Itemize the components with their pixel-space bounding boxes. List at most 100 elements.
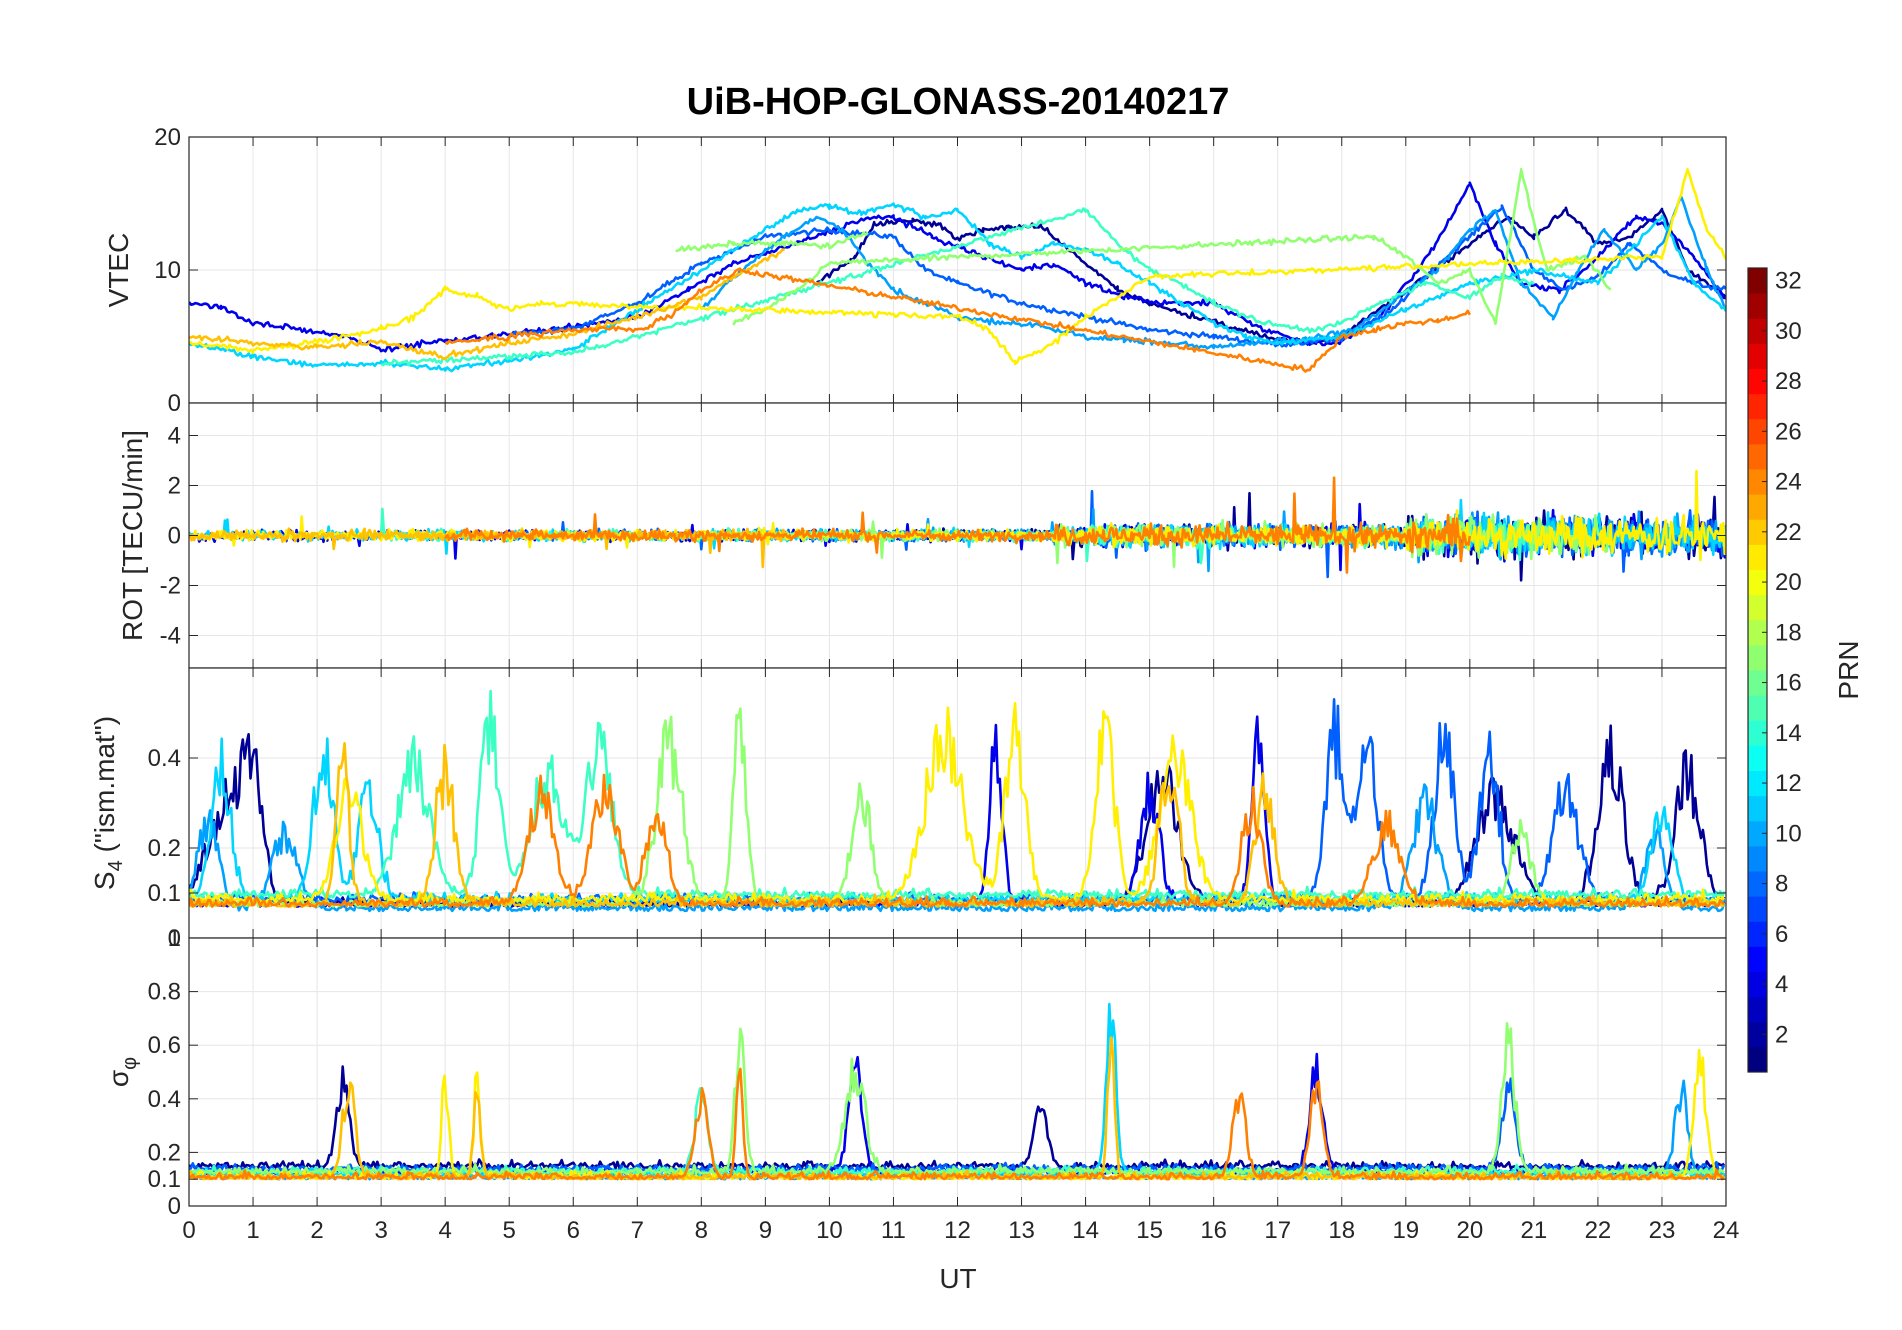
x-axis-label: UT [939, 1263, 976, 1294]
series-group-vtec [189, 168, 1726, 373]
colorbar-segment [1748, 519, 1767, 545]
x-tick-label: 20 [1456, 1217, 1483, 1244]
y-axis-label-s4: S4 ("ism.mat") [89, 716, 127, 890]
colorbar-tick-label: 4 [1775, 971, 1788, 998]
y-tick-label-s4: 0.2 [148, 835, 181, 862]
x-tick-label: 16 [1200, 1217, 1227, 1244]
y-tick-label-s4: 0 [168, 925, 181, 952]
colorbar-segment [1748, 820, 1767, 847]
panel-vtec: 0 10 20 VTEC [103, 124, 1727, 417]
y-tick-label-s4: 0.1 [148, 880, 181, 907]
colorbar-tick-label: 32 [1775, 268, 1802, 295]
colorbar-segment [1748, 619, 1767, 646]
series-line-prn-1-vtec [816, 206, 1726, 346]
x-tick-label: 6 [567, 1217, 580, 1244]
colorbar-tick-label: 10 [1775, 820, 1802, 847]
x-tick-label: 18 [1328, 1217, 1355, 1244]
series-line-prn-4-vtec [189, 181, 1726, 353]
colorbar-tick-label: 2 [1775, 1021, 1788, 1048]
y-axis-label-sigma: σφ [103, 1057, 141, 1087]
colorbar-tick-label: 30 [1775, 318, 1802, 345]
series-group-rot [189, 469, 1726, 582]
y-tick-label-sigma: 0 [168, 1193, 181, 1220]
colorbar-segment [1748, 896, 1767, 922]
colorbar-segment [1748, 469, 1767, 495]
x-tick-label: 5 [503, 1217, 516, 1244]
colorbar-segment [1748, 393, 1767, 420]
y-tick-label-rot: 2 [168, 473, 181, 500]
x-tick-label: 4 [438, 1217, 451, 1244]
series-line-prn-16-vtec [675, 168, 1612, 326]
y-tick-label-s4: 0.4 [148, 745, 181, 772]
colorbar-segment [1748, 544, 1767, 571]
x-tick-label: 24 [1713, 1217, 1740, 1244]
colorbar-tick-label: 8 [1775, 871, 1788, 898]
x-tick-label: 17 [1264, 1217, 1291, 1244]
series-line-prn-19-vtec [189, 168, 1726, 366]
colorbar-tick-label: 12 [1775, 770, 1802, 797]
colorbar-segment [1748, 921, 1767, 947]
colorbar-segment [1748, 418, 1767, 445]
colorbar-segment [1748, 368, 1767, 395]
y-tick-label-vtec: 20 [154, 124, 181, 151]
x-tick-label: 0 [182, 1217, 195, 1244]
y-tick-label-vtec: 10 [154, 257, 181, 284]
colorbar-frame [1747, 267, 1768, 1073]
colorbar-segment [1748, 745, 1767, 772]
colorbar-segment [1748, 443, 1767, 470]
colorbar-segment [1748, 946, 1767, 973]
colorbar-segment [1748, 569, 1767, 596]
x-tick-label: 1 [246, 1217, 259, 1244]
series-line-prn-10-s4 [189, 783, 1726, 913]
series-line-prn-1-sigma [189, 1065, 1725, 1170]
series-line-prn-16-sigma [189, 1022, 1725, 1176]
series-line-prn-23-sigma [189, 1067, 1725, 1181]
colorbar-tick-label: 20 [1775, 569, 1802, 596]
colorbar-tick-label: 24 [1775, 469, 1802, 496]
x-tick-label: 3 [374, 1217, 387, 1244]
chart-title: UiB-HOP-GLONASS-20140217 [687, 81, 1230, 123]
y-tick-label-sigma: 0.8 [148, 979, 181, 1006]
colorbar-tick-label: 26 [1775, 418, 1802, 445]
series-line-prn-14-vtec [380, 207, 1535, 367]
x-tick-label: 21 [1521, 1217, 1548, 1244]
series-line-prn-23-vtec [444, 267, 1471, 373]
series-group-sigma [189, 1002, 1726, 1181]
y-tick-label-vtec: 0 [168, 390, 181, 417]
y-tick-label-sigma: 0.6 [148, 1032, 181, 1059]
x-tick-label: 7 [631, 1217, 644, 1244]
y-tick-label-sigma: 1 [168, 925, 181, 952]
y-tick-label-rot: 4 [168, 423, 181, 450]
x-tick-label: 19 [1392, 1217, 1419, 1244]
colorbar-segment [1748, 494, 1767, 520]
x-tick-label: 2 [310, 1217, 323, 1244]
x-tick-label: 13 [1008, 1217, 1035, 1244]
colorbar-segment [1748, 971, 1767, 998]
x-tick-label: 10 [816, 1217, 843, 1244]
colorbar-tick-label: 18 [1775, 619, 1802, 646]
colorbar-segment [1748, 1046, 1767, 1073]
colorbar-segment [1748, 695, 1767, 721]
series-line-prn-12-vtec [189, 202, 1726, 373]
y-axis-label-rot: ROT [TECU/min] [117, 430, 148, 641]
colorbar-segment [1748, 720, 1767, 746]
y-tick-label-sigma: 0.2 [148, 1139, 181, 1166]
panel-sigma: 0 1 2 3 4 5 6 7 8 9 10 11 12 13 14 15 16 17 18 19 20 21 22 23 24… [103, 925, 1739, 1244]
x-tick-label: 14 [1072, 1217, 1099, 1244]
series-line-prn-23-rot [444, 476, 1472, 574]
panel-rot: -4 -2 0 2 4 ROT [TECU/min] [117, 402, 1727, 669]
colorbar-tick-label: 28 [1775, 368, 1802, 395]
x-tick-label: 22 [1585, 1217, 1612, 1244]
y-tick-label-rot: 0 [168, 523, 181, 550]
colorbar-segment [1748, 318, 1767, 344]
x-tick-label: 9 [759, 1217, 772, 1244]
colorbar-segment [1748, 343, 1767, 370]
x-tick-label: 8 [695, 1217, 708, 1244]
series-line-prn-23-s4 [189, 773, 1725, 908]
colorbar-tick-label: 22 [1775, 519, 1802, 546]
colorbar-segment [1748, 293, 1767, 319]
colorbar-segment [1748, 770, 1767, 797]
x-tick-label: 15 [1136, 1217, 1163, 1244]
